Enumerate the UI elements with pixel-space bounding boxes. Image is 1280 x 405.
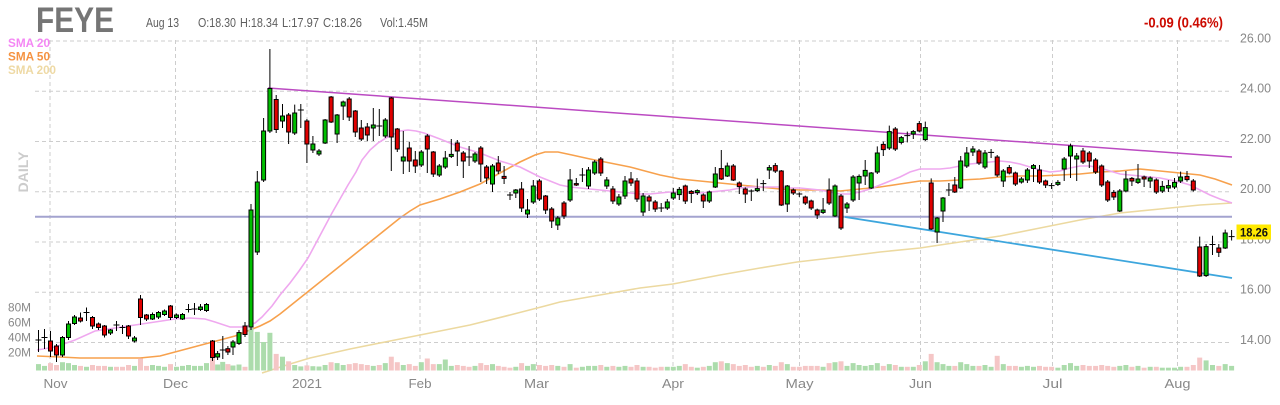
svg-text:2021: 2021 (292, 376, 322, 391)
svg-text:H:18.34: H:18.34 (240, 16, 278, 30)
svg-text:SMA 20: SMA 20 (8, 38, 50, 50)
svg-text:O:18.30: O:18.30 (198, 16, 236, 30)
svg-text:Mar: Mar (524, 376, 550, 391)
svg-text:80M: 80M (8, 301, 31, 315)
svg-text:Dec: Dec (163, 376, 189, 391)
svg-text:20M: 20M (8, 346, 31, 360)
svg-text:20.00: 20.00 (1240, 182, 1271, 196)
svg-text:22.00: 22.00 (1240, 132, 1271, 146)
svg-text:60M: 60M (8, 316, 31, 330)
svg-text:SMA 50: SMA 50 (8, 52, 50, 64)
svg-text:-0.09 (0.46%): -0.09 (0.46%) (1144, 15, 1223, 32)
svg-text:May: May (786, 376, 815, 391)
svg-text:Aug 13: Aug 13 (146, 16, 179, 30)
svg-text:Aug: Aug (1165, 376, 1191, 391)
svg-text:16.00: 16.00 (1240, 283, 1271, 297)
svg-text:Apr: Apr (662, 376, 685, 391)
svg-text:40M: 40M (8, 331, 31, 345)
svg-text:14.00: 14.00 (1240, 333, 1271, 347)
svg-text:Nov: Nov (44, 376, 69, 391)
svg-text:DAILY: DAILY (15, 151, 31, 193)
svg-text:18.26: 18.26 (1240, 227, 1268, 239)
svg-text:L:17.97: L:17.97 (282, 16, 319, 30)
svg-text:Feb: Feb (409, 376, 432, 391)
svg-text:26.00: 26.00 (1240, 31, 1271, 45)
svg-text:Jun: Jun (909, 376, 932, 391)
svg-text:24.00: 24.00 (1240, 82, 1271, 96)
svg-text:Jul: Jul (1043, 376, 1063, 391)
svg-text:FEYE: FEYE (36, 1, 114, 40)
svg-text:C:18.26: C:18.26 (323, 16, 362, 30)
svg-text:SMA 200: SMA 200 (8, 65, 56, 77)
svg-text:Vol:1.45M: Vol:1.45M (380, 16, 428, 30)
